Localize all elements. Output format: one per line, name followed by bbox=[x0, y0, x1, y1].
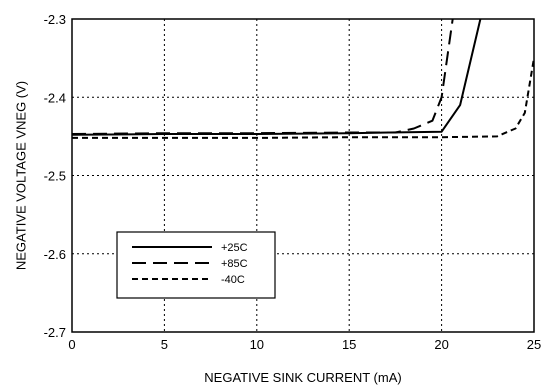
series-line-1 bbox=[72, 19, 482, 136]
x-tick-label: 10 bbox=[250, 337, 264, 352]
y-tick-label: -2.5 bbox=[44, 169, 66, 184]
x-tick-label: 5 bbox=[161, 337, 168, 352]
y-tick-label: -2.4 bbox=[44, 90, 66, 105]
tick-labels: 0 5 10 15 20 25 -2.3 -2.4 -2.5 -2.6 -2.7 bbox=[44, 12, 542, 352]
plot-frame bbox=[71, 18, 535, 333]
legend-label: +85C bbox=[221, 258, 248, 270]
series-lines bbox=[72, 19, 534, 139]
y-tick-label: -2.3 bbox=[44, 12, 66, 27]
legend-label: +25C bbox=[221, 242, 248, 254]
legend-box bbox=[116, 231, 276, 299]
y-tick-label: -2.7 bbox=[44, 325, 66, 340]
y-tick-label: -2.6 bbox=[44, 247, 66, 262]
series-line-3 bbox=[72, 57, 534, 139]
legend-label: -40C bbox=[221, 274, 245, 286]
series-line-2 bbox=[72, 19, 454, 135]
x-tick-label: 20 bbox=[434, 337, 448, 352]
y-axis-title: NEGATIVE VOLTAGE VNEG (V) bbox=[13, 81, 28, 270]
x-tick-label: 0 bbox=[68, 337, 75, 352]
x-tick-label: 25 bbox=[527, 337, 541, 352]
x-axis-title: NEGATIVE SINK CURRENT (mA) bbox=[204, 370, 401, 385]
x-tick-label: 15 bbox=[342, 337, 356, 352]
legend: +25C +85C -40C bbox=[116, 231, 276, 299]
